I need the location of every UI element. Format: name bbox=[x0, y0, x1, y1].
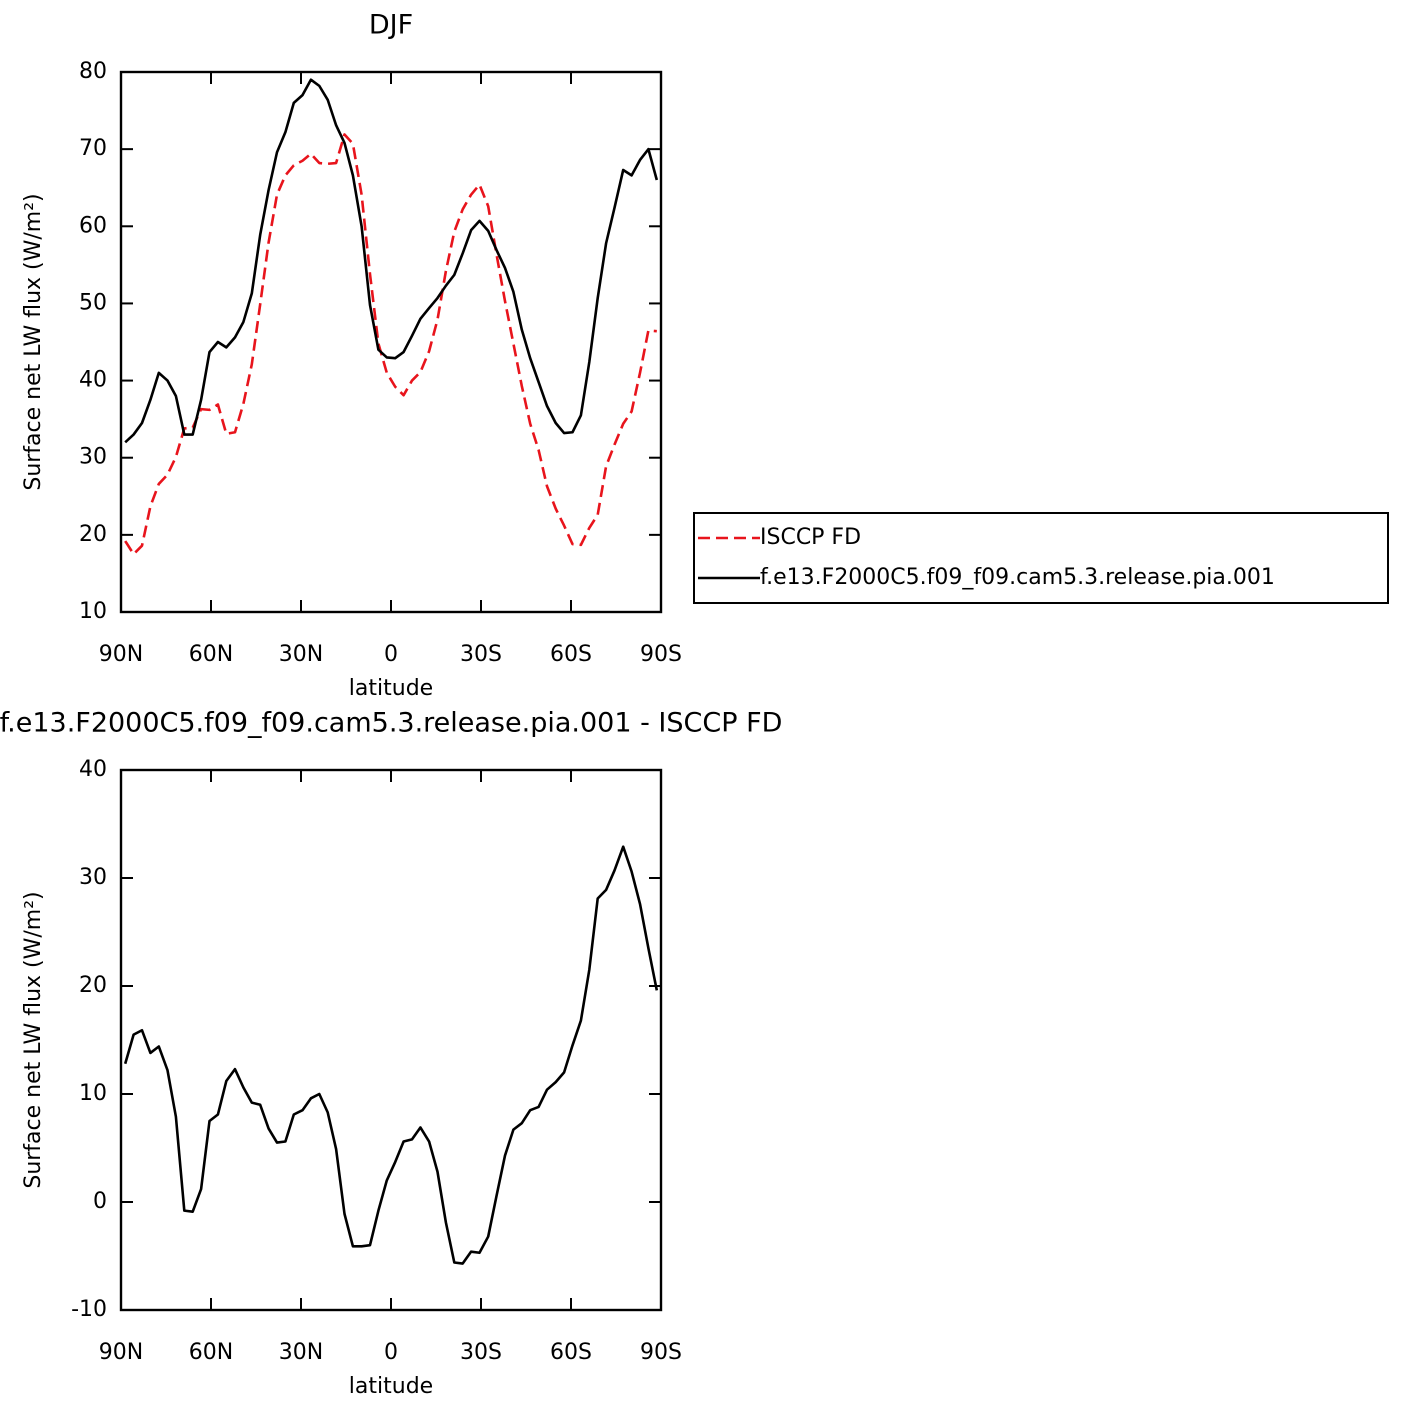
y-tick-label: 30 bbox=[79, 865, 107, 890]
x-tick-label: 90N bbox=[99, 642, 143, 667]
chart-title: f.e13.F2000C5.f09_f09.cam5.3.release.pia… bbox=[0, 708, 782, 739]
plot-frame bbox=[119, 768, 663, 1312]
y-tick-label: -10 bbox=[71, 1297, 107, 1322]
x-tick-label: 0 bbox=[384, 1340, 398, 1365]
data-line bbox=[124, 78, 659, 444]
x-tick-label: 90N bbox=[99, 1340, 143, 1365]
y-tick-label: 70 bbox=[79, 136, 107, 161]
y-tick-label: 80 bbox=[79, 59, 107, 84]
y-tick-label: 30 bbox=[79, 445, 107, 470]
x-axis-label: latitude bbox=[349, 676, 433, 701]
x-tick-label: 30S bbox=[460, 642, 502, 667]
y-tick-label: 0 bbox=[93, 1189, 107, 1214]
x-tick-label: 90S bbox=[640, 1340, 682, 1365]
y-axis-label: Surface net LW flux (W/m²) bbox=[21, 193, 46, 490]
x-tick-label: 30N bbox=[279, 1340, 323, 1365]
x-tick-label: 30S bbox=[460, 1340, 502, 1365]
y-tick-label: 40 bbox=[79, 368, 107, 393]
plot-frame bbox=[119, 70, 663, 614]
data-line bbox=[123, 845, 659, 1265]
legend-box bbox=[693, 512, 1389, 604]
y-tick-label: 50 bbox=[79, 290, 107, 315]
x-tick-label: 0 bbox=[384, 642, 398, 667]
y-tick-label: 10 bbox=[79, 1081, 107, 1106]
x-axis-label: latitude bbox=[349, 1374, 433, 1399]
x-tick-label: 60S bbox=[550, 642, 592, 667]
x-tick-label: 60N bbox=[189, 642, 233, 667]
y-tick-label: 20 bbox=[79, 522, 107, 547]
x-tick-label: 90S bbox=[640, 642, 682, 667]
x-tick-label: 30N bbox=[279, 642, 323, 667]
legend-label: f.e13.F2000C5.f09_f09.cam5.3.release.pia… bbox=[760, 565, 1275, 590]
data-line bbox=[124, 133, 657, 556]
x-tick-label: 60S bbox=[550, 1340, 592, 1365]
y-axis-label: Surface net LW flux (W/m²) bbox=[21, 891, 46, 1188]
y-tick-label: 40 bbox=[79, 757, 107, 782]
x-tick-label: 60N bbox=[189, 1340, 233, 1365]
y-tick-label: 20 bbox=[79, 973, 107, 998]
y-tick-label: 60 bbox=[79, 213, 107, 238]
chart-title: DJF bbox=[369, 10, 413, 41]
y-tick-label: 10 bbox=[79, 599, 107, 624]
legend-label: ISCCP FD bbox=[760, 525, 861, 550]
